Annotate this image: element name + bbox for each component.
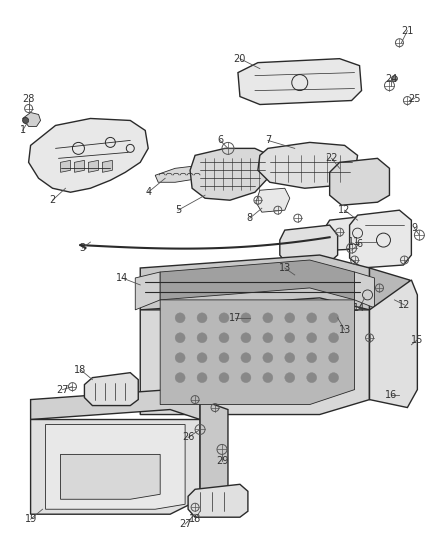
Text: 20: 20 <box>234 54 246 63</box>
Circle shape <box>23 117 28 124</box>
Circle shape <box>328 353 339 362</box>
Polygon shape <box>46 424 185 509</box>
Polygon shape <box>28 118 148 192</box>
Circle shape <box>285 353 295 362</box>
Polygon shape <box>188 484 248 517</box>
Text: 13: 13 <box>339 325 351 335</box>
Circle shape <box>197 313 207 323</box>
Text: 15: 15 <box>411 335 424 345</box>
Text: 18: 18 <box>189 514 201 524</box>
Circle shape <box>307 333 317 343</box>
Text: 18: 18 <box>74 365 87 375</box>
Circle shape <box>263 313 273 323</box>
Circle shape <box>241 333 251 343</box>
Text: 25: 25 <box>408 93 420 103</box>
Circle shape <box>263 353 273 362</box>
Polygon shape <box>74 160 85 172</box>
Text: 12: 12 <box>398 300 410 310</box>
Polygon shape <box>256 188 290 212</box>
Circle shape <box>241 373 251 383</box>
Polygon shape <box>160 260 355 300</box>
Text: 9: 9 <box>411 223 417 233</box>
Polygon shape <box>332 275 396 315</box>
Polygon shape <box>330 158 389 205</box>
Polygon shape <box>325 215 385 250</box>
Polygon shape <box>60 455 160 499</box>
Text: 16: 16 <box>385 390 398 400</box>
Text: 26: 26 <box>182 432 194 442</box>
Text: 14: 14 <box>353 303 366 313</box>
Polygon shape <box>60 160 71 172</box>
Polygon shape <box>31 419 200 514</box>
Text: 27: 27 <box>179 519 191 529</box>
Polygon shape <box>200 400 228 499</box>
Polygon shape <box>102 160 112 172</box>
Polygon shape <box>355 272 374 308</box>
Text: 19: 19 <box>25 514 37 524</box>
Polygon shape <box>155 165 205 182</box>
Circle shape <box>175 373 185 383</box>
Circle shape <box>285 333 295 343</box>
Text: 5: 5 <box>175 205 181 215</box>
Circle shape <box>328 313 339 323</box>
Polygon shape <box>350 210 411 268</box>
Polygon shape <box>140 255 370 310</box>
Text: 1: 1 <box>20 125 26 135</box>
Circle shape <box>285 313 295 323</box>
Circle shape <box>197 333 207 343</box>
Text: 3: 3 <box>79 243 85 253</box>
Polygon shape <box>238 59 361 104</box>
Polygon shape <box>160 300 355 405</box>
Text: 7: 7 <box>265 135 271 146</box>
Polygon shape <box>135 272 160 310</box>
Circle shape <box>219 313 229 323</box>
Text: 12: 12 <box>339 205 351 215</box>
Circle shape <box>219 373 229 383</box>
Circle shape <box>307 353 317 362</box>
Circle shape <box>392 76 397 82</box>
Text: 6: 6 <box>217 135 223 146</box>
Text: 8: 8 <box>247 213 253 223</box>
Polygon shape <box>288 290 348 328</box>
Text: 4: 4 <box>145 187 151 197</box>
Text: 17: 17 <box>229 313 241 323</box>
Text: 2: 2 <box>49 195 56 205</box>
Polygon shape <box>370 268 410 400</box>
Text: 13: 13 <box>279 263 291 273</box>
Text: 29: 29 <box>216 456 228 466</box>
Text: 14: 14 <box>116 273 128 283</box>
Text: 24: 24 <box>385 74 398 84</box>
Polygon shape <box>23 112 41 126</box>
Text: 22: 22 <box>325 154 338 163</box>
Circle shape <box>197 373 207 383</box>
Text: 28: 28 <box>22 93 35 103</box>
Polygon shape <box>370 280 417 408</box>
Circle shape <box>175 333 185 343</box>
Polygon shape <box>280 225 338 265</box>
Circle shape <box>263 333 273 343</box>
Circle shape <box>328 373 339 383</box>
Circle shape <box>197 353 207 362</box>
Circle shape <box>263 373 273 383</box>
Polygon shape <box>31 390 200 419</box>
Text: 27: 27 <box>56 385 69 394</box>
Circle shape <box>241 313 251 323</box>
Polygon shape <box>258 142 357 188</box>
Circle shape <box>219 353 229 362</box>
Text: 6: 6 <box>357 239 363 249</box>
Circle shape <box>241 353 251 362</box>
Circle shape <box>219 333 229 343</box>
Polygon shape <box>85 373 138 406</box>
Polygon shape <box>140 310 370 415</box>
Polygon shape <box>190 148 270 200</box>
Circle shape <box>175 313 185 323</box>
Polygon shape <box>88 160 99 172</box>
Text: 21: 21 <box>401 26 413 36</box>
Circle shape <box>175 353 185 362</box>
Text: 11: 11 <box>349 237 361 247</box>
Circle shape <box>307 373 317 383</box>
Circle shape <box>307 313 317 323</box>
Circle shape <box>285 373 295 383</box>
Circle shape <box>328 333 339 343</box>
